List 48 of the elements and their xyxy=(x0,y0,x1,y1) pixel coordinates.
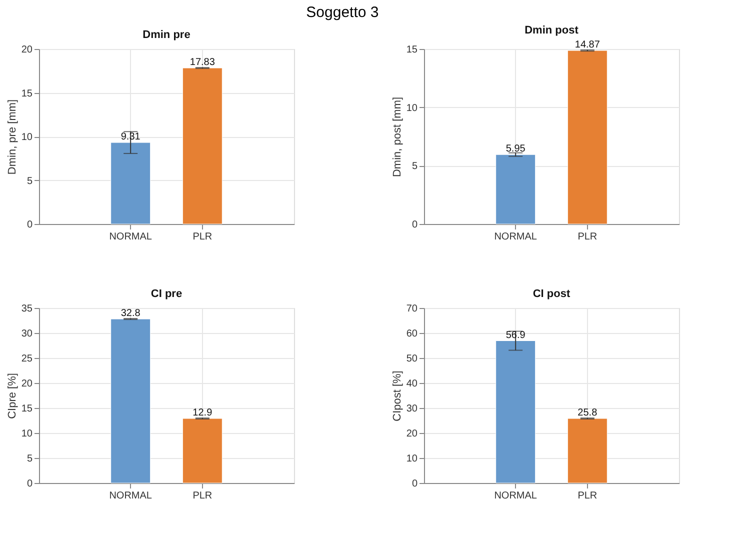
y-tick-label: 70 xyxy=(406,304,418,314)
y-tick-label: 0 xyxy=(26,220,33,230)
y-tick-label: 15 xyxy=(21,88,33,100)
y-tick-label: 50 xyxy=(406,354,418,364)
data-label: 12.9 xyxy=(192,408,213,418)
y-tick-label: 30 xyxy=(21,328,33,340)
data-label: 5.95 xyxy=(506,144,526,155)
x-tick-label: NORMAL xyxy=(494,232,538,242)
chart-title: Dmin pre xyxy=(142,29,190,41)
y-tick-label: 30 xyxy=(406,404,418,414)
chart-title: CI pre xyxy=(150,288,182,300)
data-label: 14.87 xyxy=(574,40,600,51)
chart-title: Dmin post xyxy=(524,24,579,37)
data-label: 25.8 xyxy=(578,408,598,418)
y-tick-label: 35 xyxy=(21,304,33,314)
y-tick-label: 10 xyxy=(406,102,418,114)
y-axis-title: CIpost [%] xyxy=(391,370,404,422)
y-tick-label: 5 xyxy=(26,454,33,464)
y-tick-label: 15 xyxy=(406,44,418,56)
y-axis-title: CIpre [%] xyxy=(6,373,18,419)
y-tick-label: 10 xyxy=(406,454,418,464)
text: Soggetto 3 xyxy=(306,4,379,22)
x-tick-label: PLR xyxy=(578,232,598,242)
data-label: 17.83 xyxy=(190,56,216,68)
y-tick-label: 0 xyxy=(26,478,33,490)
x-tick-label: NORMAL xyxy=(109,232,152,242)
y-tick-label: 25 xyxy=(21,354,33,364)
y-tick-label: 10 xyxy=(21,132,33,143)
x-tick-label: PLR xyxy=(192,232,212,242)
y-tick-label: 40 xyxy=(406,378,418,390)
x-tick-label: PLR xyxy=(192,490,212,502)
y-tick-label: 0 xyxy=(412,220,418,230)
y-tick-label: 0 xyxy=(412,478,418,490)
y-tick-label: 15 xyxy=(21,404,33,414)
data-label: 32.8 xyxy=(120,308,141,319)
x-tick-label: NORMAL xyxy=(494,490,538,502)
y-tick-label: 60 xyxy=(406,328,418,340)
y-tick-label: 20 xyxy=(21,378,33,390)
y-axis-title: Dmin, post [mm] xyxy=(391,96,404,178)
y-tick-label: 20 xyxy=(21,44,33,56)
x-tick-label: PLR xyxy=(578,490,598,502)
y-tick-label: 20 xyxy=(406,428,418,440)
y-tick-label: 5 xyxy=(412,161,418,172)
x-tick-label: NORMAL xyxy=(109,490,152,502)
y-tick-label: 5 xyxy=(26,176,33,187)
y-axis-title: Dmin, pre [mm] xyxy=(6,99,18,175)
y-tick-label: 10 xyxy=(21,428,33,440)
chart-title: CI post xyxy=(532,288,570,300)
